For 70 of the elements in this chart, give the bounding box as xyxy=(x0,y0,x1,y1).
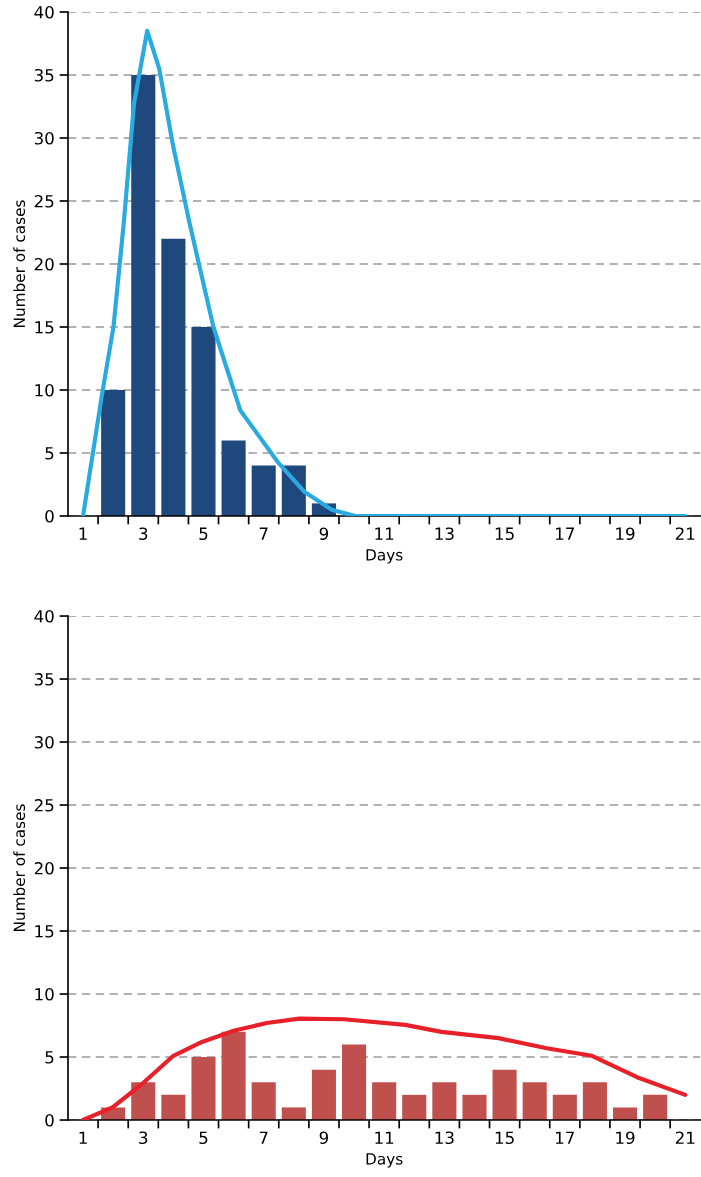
y-tick-label: 30 xyxy=(34,736,54,749)
x-tick-label: 15 xyxy=(495,527,514,541)
y-tick-label: 5 xyxy=(45,1051,54,1064)
bar xyxy=(161,1094,186,1121)
y-tick-label: 10 xyxy=(35,988,54,1001)
bar xyxy=(311,1069,336,1121)
y-tick-label: 40 xyxy=(34,610,54,623)
bar xyxy=(612,1107,638,1121)
x-tick-label: 11 xyxy=(375,1131,394,1144)
x-tick-label: 19 xyxy=(616,527,635,541)
y-axis-title: Number of cases xyxy=(13,804,26,931)
x-tick-label: 9 xyxy=(319,527,329,541)
bar xyxy=(101,390,126,516)
x-tick-label: 15 xyxy=(495,1131,514,1145)
y-tick-label: 15 xyxy=(35,925,54,938)
bar xyxy=(582,1082,607,1121)
x-tick-label: 13 xyxy=(435,1131,454,1145)
y-tick-label: 10 xyxy=(35,383,54,397)
bar xyxy=(191,1057,216,1121)
bar xyxy=(643,1094,668,1121)
x-tick-label: 7 xyxy=(259,1131,268,1144)
x-axis-title: Days xyxy=(366,1153,403,1168)
y-tick-label: 25 xyxy=(34,799,54,812)
x-axis-title: Days xyxy=(366,549,403,564)
line-series xyxy=(80,28,688,516)
x-tick-label: 3 xyxy=(139,1131,148,1145)
x-tick-label: 11 xyxy=(375,527,394,540)
bar xyxy=(251,465,276,516)
bar xyxy=(432,1082,457,1121)
x-tick-label: 17 xyxy=(556,1131,574,1144)
bar xyxy=(522,1082,547,1121)
x-tick-label: 19 xyxy=(616,1131,635,1145)
bar xyxy=(131,75,156,516)
y-tick-label: 15 xyxy=(35,321,54,334)
y-tick-label: 0 xyxy=(45,1114,54,1127)
x-tick-label: 7 xyxy=(259,527,268,540)
bar xyxy=(131,1082,156,1121)
bar xyxy=(492,1069,517,1121)
x-tick-label: 17 xyxy=(556,527,574,540)
y-tick-label: 20 xyxy=(34,257,54,271)
y-tick-label: 0 xyxy=(45,509,54,523)
y-tick-label: 20 xyxy=(34,862,54,875)
x-tick-label: 9 xyxy=(319,1131,329,1145)
y-tick-label: 5 xyxy=(45,447,54,460)
y-axis-title: Number of cases xyxy=(13,200,26,327)
bar xyxy=(402,1094,427,1121)
y-tick-label: 35 xyxy=(34,673,54,686)
y-tick-label: 35 xyxy=(34,68,54,82)
bar xyxy=(462,1094,487,1121)
bar xyxy=(552,1094,577,1121)
bar xyxy=(341,1044,367,1121)
bar xyxy=(281,1107,306,1121)
y-tick-label: 40 xyxy=(34,5,54,19)
y-tick-label: 25 xyxy=(34,194,54,208)
line-series xyxy=(80,1016,688,1121)
x-tick-label: 5 xyxy=(199,527,208,541)
x-tick-label: 21 xyxy=(675,1131,695,1144)
x-tick-label: 3 xyxy=(139,527,148,541)
bar xyxy=(251,1082,276,1121)
bar xyxy=(191,327,216,516)
x-tick-label: 13 xyxy=(435,527,454,541)
x-tick-label: 1 xyxy=(79,1131,87,1144)
x-tick-label: 21 xyxy=(675,527,695,540)
bar xyxy=(221,440,246,516)
y-tick-label: 30 xyxy=(34,131,54,145)
bar xyxy=(221,1031,246,1121)
x-tick-label: 5 xyxy=(199,1131,208,1145)
bar xyxy=(161,238,186,516)
x-tick-label: 1 xyxy=(79,527,87,540)
bar xyxy=(372,1082,397,1121)
